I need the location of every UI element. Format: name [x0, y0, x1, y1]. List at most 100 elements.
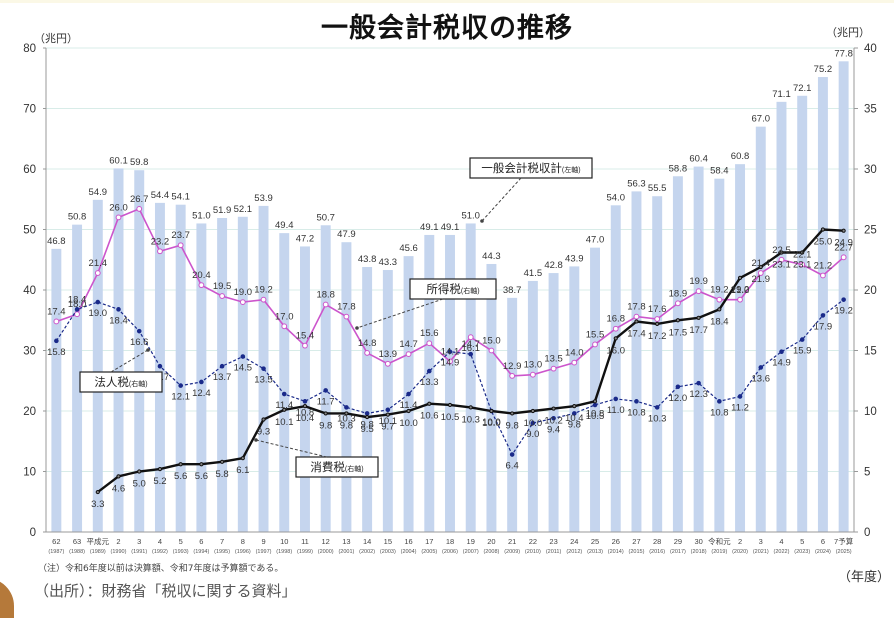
bar-value-label: 56.3 [627, 178, 646, 189]
corporate-tax-value-label: 10.1 [379, 416, 398, 427]
consumption-tax-value-label: 10.5 [441, 412, 460, 423]
income-tax-point [74, 311, 80, 318]
corporate-tax-point [219, 363, 225, 369]
bar-value-label: 50.7 [316, 212, 335, 223]
x-tick-label: 3 [137, 537, 141, 546]
corporate-tax-point [116, 307, 121, 312]
x-tick-label: 令和元 [708, 536, 731, 546]
callout-corporate-tax-arrow-head [146, 348, 150, 352]
consumption-tax-point [572, 404, 577, 409]
income-tax-point [260, 296, 267, 303]
bar-total [237, 216, 248, 533]
income-tax-value-label: 19.5 [213, 281, 232, 292]
income-tax-point [115, 214, 122, 221]
income-tax-value-label: 15.5 [586, 329, 605, 340]
bar-value-label: 75.2 [814, 64, 833, 75]
x-tick-year: (1995) [214, 549, 230, 555]
x-tick-year: (1997) [256, 549, 272, 555]
income-tax-point [571, 359, 578, 366]
corporate-tax-point [364, 411, 370, 416]
consumption-tax-value-label: 10.4 [565, 413, 584, 424]
corporate-tax-point [426, 368, 432, 374]
corporate-tax-point [841, 297, 846, 302]
bar-value-label: 60.8 [731, 151, 750, 162]
callout-income-tax-arrow-line [356, 298, 444, 329]
corporate-tax-value-label: 9.4 [547, 424, 560, 435]
income-tax-point [737, 296, 743, 303]
income-tax-value-label: 14.8 [358, 338, 377, 349]
consumption-tax-point [385, 412, 390, 417]
income-tax-value-label: 18.8 [316, 290, 335, 301]
income-tax-point [633, 313, 640, 320]
bar-value-label: 54.4 [151, 190, 170, 201]
consumption-tax-point [116, 474, 121, 479]
x-tick-label: 25 [591, 537, 599, 546]
corporate-tax-value-label: 13.6 [752, 373, 771, 384]
corporate-tax-value-label: 12.3 [689, 389, 708, 400]
x-tick-label: 20 [487, 537, 495, 546]
corporate-tax-value-label: 15.9 [793, 346, 812, 357]
income-tax-value-label: 21.2 [814, 260, 833, 271]
x-axis-unit: （年度） [838, 570, 891, 585]
left-tick-label: 10 [23, 467, 36, 479]
consumption-tax-point [510, 411, 515, 416]
consumption-tax-value-label: 10.0 [482, 418, 501, 429]
consumption-tax-value-label: 17.4 [627, 328, 646, 339]
income-tax-point [281, 323, 288, 330]
income-tax-value-label: 17.8 [627, 302, 646, 313]
income-tax-value-label: 14.0 [565, 348, 584, 359]
bar-total [300, 246, 310, 532]
bar-total [175, 204, 186, 532]
income-tax-value-label: 19.2 [254, 285, 273, 296]
x-tick-label: 10 [280, 537, 288, 546]
bar-total [92, 199, 103, 533]
consumption-tax-value-label: 10.0 [399, 418, 418, 429]
consumption-tax-value-label: 23.1 [772, 259, 791, 270]
consumption-tax-point [178, 462, 183, 467]
callout-consumption-tax-arrow-head [254, 438, 258, 442]
callout-consumption-tax-box [295, 456, 379, 478]
income-tax-point [654, 316, 661, 322]
corporate-tax-point [551, 415, 556, 421]
left-tick-label: 80 [23, 43, 36, 55]
x-tick-year: (2003) [380, 549, 396, 555]
left-tick-label: 50 [23, 225, 36, 237]
left-axis-unit: （兆円） [34, 32, 78, 45]
consumption-tax-point [406, 408, 411, 414]
income-tax-value-label: 19.2 [710, 285, 729, 296]
left-tick-label: 20 [23, 406, 36, 418]
income-tax-value-label: 15.6 [420, 328, 439, 339]
bar-value-label: 49.4 [275, 220, 294, 231]
corporate-tax-value-label: 14.5 [234, 363, 253, 374]
corporate-tax-value-label: 14.9 [772, 358, 791, 369]
callout-corporate-tax-box [79, 371, 163, 393]
consumption-tax-value-label: 17.7 [689, 325, 708, 336]
income-tax-value-label: 17.6 [648, 304, 667, 315]
income-tax-value-label: 14.1 [441, 346, 460, 357]
bar-total [382, 270, 393, 532]
consumption-tax-point [302, 404, 308, 409]
consumption-tax-value-label: 10.0 [524, 418, 543, 429]
data-labels: 46.850.854.960.1 59.854.4 54.151.0 51.9 52.1… [47, 48, 853, 510]
corporate-tax-value-label: 16.6 [130, 337, 149, 348]
bar-total [714, 178, 725, 532]
consumption-tax-point [634, 319, 639, 324]
callout-income-tax: 所得税(右軸) [355, 278, 497, 330]
consumption-tax-point [696, 315, 701, 320]
consumption-tax-value-label: 5.6 [174, 471, 187, 482]
bar-total [652, 196, 663, 532]
consumption-tax-value-label: 10.4 [296, 413, 315, 424]
income-tax-value-label: 22.5 [772, 245, 791, 256]
x-tick-year: (2000) [318, 549, 334, 555]
income-tax-value-label: 19.2 [731, 285, 750, 296]
x-tick-year: (2019) [711, 549, 727, 555]
income-tax-point [529, 371, 536, 378]
bar-total [51, 248, 62, 533]
consumption-tax-point [137, 469, 142, 474]
consumption-tax-value-label: 10.2 [544, 416, 563, 427]
x-tick-year: (1990) [111, 549, 127, 555]
consumption-tax-point [220, 459, 225, 464]
x-tick-year: (2024) [815, 549, 831, 555]
consumption-tax-point [758, 264, 763, 270]
x-tick-year: (2016) [649, 549, 665, 555]
